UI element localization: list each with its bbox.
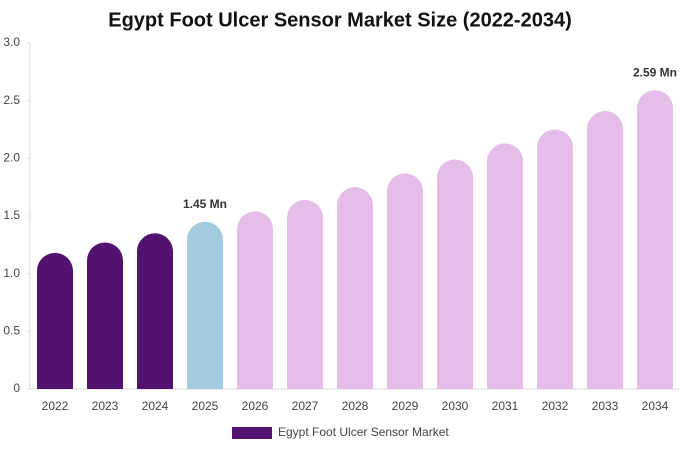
bar xyxy=(537,129,573,389)
bar xyxy=(587,111,623,389)
value-label: 1.45 Mn xyxy=(183,197,227,211)
y-tick-label: 0.5 xyxy=(3,324,20,338)
bar xyxy=(437,159,473,389)
bar xyxy=(187,221,223,389)
x-tick-label: 2022 xyxy=(42,399,69,413)
bar xyxy=(87,242,123,389)
bar xyxy=(237,211,273,389)
x-tick-label: 2032 xyxy=(542,399,569,413)
x-tick-label: 2028 xyxy=(342,399,369,413)
x-tick-label: 2023 xyxy=(92,399,119,413)
x-tick-label: 2031 xyxy=(492,399,519,413)
bar xyxy=(487,143,523,389)
legend-label: Egypt Foot Ulcer Sensor Market xyxy=(278,425,449,439)
y-tick-label: 1.5 xyxy=(3,208,20,222)
value-label: 2.59 Mn xyxy=(633,65,677,79)
bar xyxy=(287,199,323,389)
bar xyxy=(387,173,423,389)
x-tick-label: 2026 xyxy=(242,399,269,413)
chart-title: Egypt Foot Ulcer Sensor Market Size (202… xyxy=(108,9,572,31)
y-tick-label: 3.0 xyxy=(3,35,20,49)
y-tick-label: 1.0 xyxy=(3,266,20,280)
x-tick-label: 2034 xyxy=(642,399,669,413)
bar xyxy=(37,252,73,389)
x-tick-label: 2029 xyxy=(392,399,419,413)
x-tick-label: 2030 xyxy=(442,399,469,413)
y-tick-label: 2.5 xyxy=(3,93,20,107)
bar xyxy=(637,90,673,389)
legend-swatch xyxy=(232,427,272,439)
x-tick-label: 2024 xyxy=(142,399,169,413)
x-tick-label: 2027 xyxy=(292,399,319,413)
bar xyxy=(137,233,173,389)
y-tick-label: 2.0 xyxy=(3,151,20,165)
x-tick-label: 2033 xyxy=(592,399,619,413)
y-tick-label: 0 xyxy=(13,381,20,395)
x-tick-label: 2025 xyxy=(192,399,219,413)
bar xyxy=(337,187,373,389)
